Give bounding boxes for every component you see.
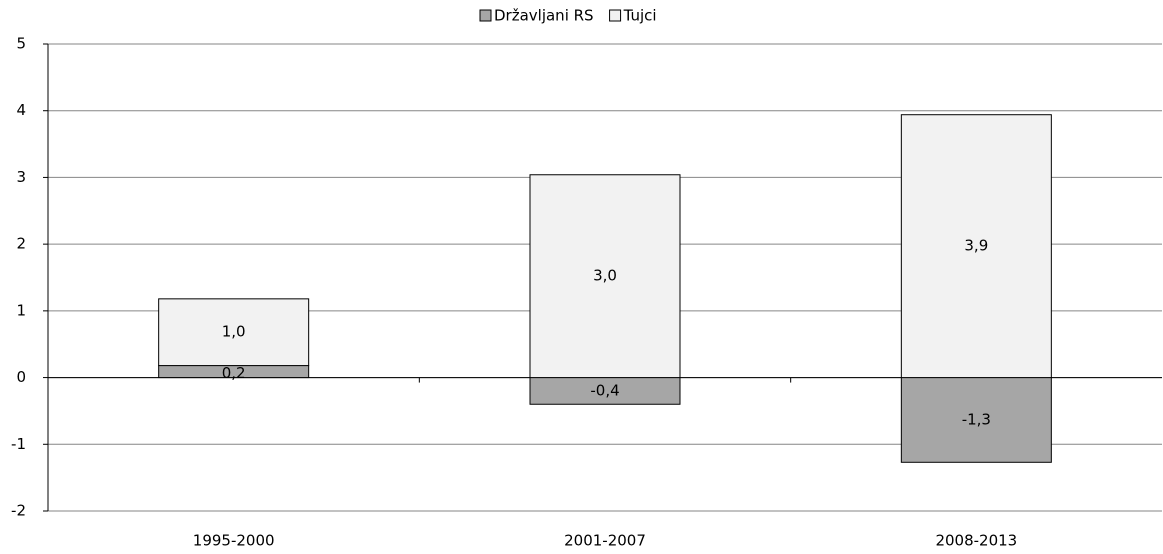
x-tick-label: 2008-2013 [935,532,1017,550]
bar [900,114,1052,379]
bar [900,377,1052,463]
value-label: 3,0 [593,267,617,285]
legend-swatch [609,9,622,22]
y-tick-label: 3 [16,168,26,186]
value-label: 3,9 [964,237,988,255]
legend-label: Državljani RS [494,7,594,25]
bar [529,377,681,405]
value-label: 1,0 [222,323,246,341]
value-label: -0,4 [590,381,619,399]
y-tick-label: -1 [11,435,26,453]
legend-label: Tujci [623,7,657,25]
legend-swatch [479,9,492,22]
y-tick-label: 4 [16,101,26,119]
x-tick-label: 2001-2007 [564,532,646,550]
y-tick-label: 5 [16,35,26,53]
y-tick-label: -2 [11,502,26,520]
y-tick-label: 2 [16,235,26,253]
value-label: -1,3 [962,410,991,428]
x-tick-label: 1995-2000 [193,532,275,550]
bar [529,174,681,379]
y-tick-label: 0 [16,368,26,386]
bar [158,298,310,367]
y-tick-label: 1 [16,301,26,319]
value-label: 0,2 [222,364,246,382]
